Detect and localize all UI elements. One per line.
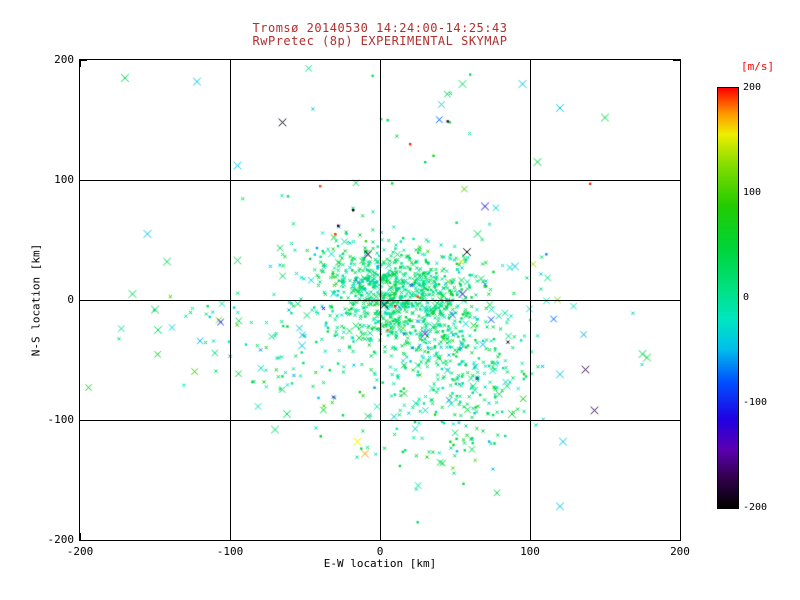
x-tick-label: 200 <box>670 545 690 558</box>
y-tick-mark <box>80 179 87 181</box>
y-tick-mark <box>673 419 680 421</box>
x-tick-mark <box>529 60 531 67</box>
x-tick-mark <box>529 533 531 540</box>
x-tick-label: 100 <box>520 545 540 558</box>
x-tick-mark <box>229 60 231 67</box>
gridline-horizontal <box>80 299 680 301</box>
colorbar-tick-label: 200 <box>743 81 762 93</box>
colorbar-tick-label: -100 <box>743 396 768 408</box>
x-tick-mark <box>379 533 381 540</box>
x-tick-mark <box>679 60 681 67</box>
x-tick-mark <box>229 533 231 540</box>
colorbar <box>717 87 739 509</box>
x-tick-mark <box>679 533 681 540</box>
y-tick-label: 200 <box>54 53 74 66</box>
y-tick-mark <box>673 539 680 541</box>
plot-title: Tromsø 20140530 14:24:00-14:25:43 <box>252 21 508 35</box>
colorbar-tick-label: 100 <box>743 186 762 198</box>
y-tick-label: 100 <box>54 173 74 186</box>
x-tick-mark <box>79 60 81 67</box>
gridline-horizontal <box>80 179 680 181</box>
y-tick-mark <box>80 539 87 541</box>
y-tick-mark <box>80 419 87 421</box>
y-tick-mark <box>673 299 680 301</box>
x-tick-mark <box>379 60 381 67</box>
x-axis-label: E-W location [km] <box>323 557 437 570</box>
colorbar-tick-label: -200 <box>743 501 768 513</box>
y-tick-mark <box>673 179 680 181</box>
plot-area <box>79 59 681 541</box>
x-tick-label: 0 <box>376 545 384 558</box>
y-tick-mark <box>80 299 87 301</box>
y-tick-label: -100 <box>47 413 75 426</box>
gridline-horizontal <box>80 419 680 421</box>
x-tick-label: -200 <box>66 545 94 558</box>
x-tick-label: -100 <box>216 545 244 558</box>
y-tick-mark <box>80 59 87 61</box>
y-tick-mark <box>673 59 680 61</box>
y-tick-label: 0 <box>67 293 74 306</box>
colorbar-units-label: [m/s] <box>741 60 775 73</box>
y-tick-label: -200 <box>47 533 75 546</box>
plot-subtitle: RwPretec (8p) EXPERIMENTAL SKYMAP <box>252 34 508 48</box>
x-tick-mark <box>79 533 81 540</box>
colorbar-tick-label: 0 <box>743 291 750 303</box>
